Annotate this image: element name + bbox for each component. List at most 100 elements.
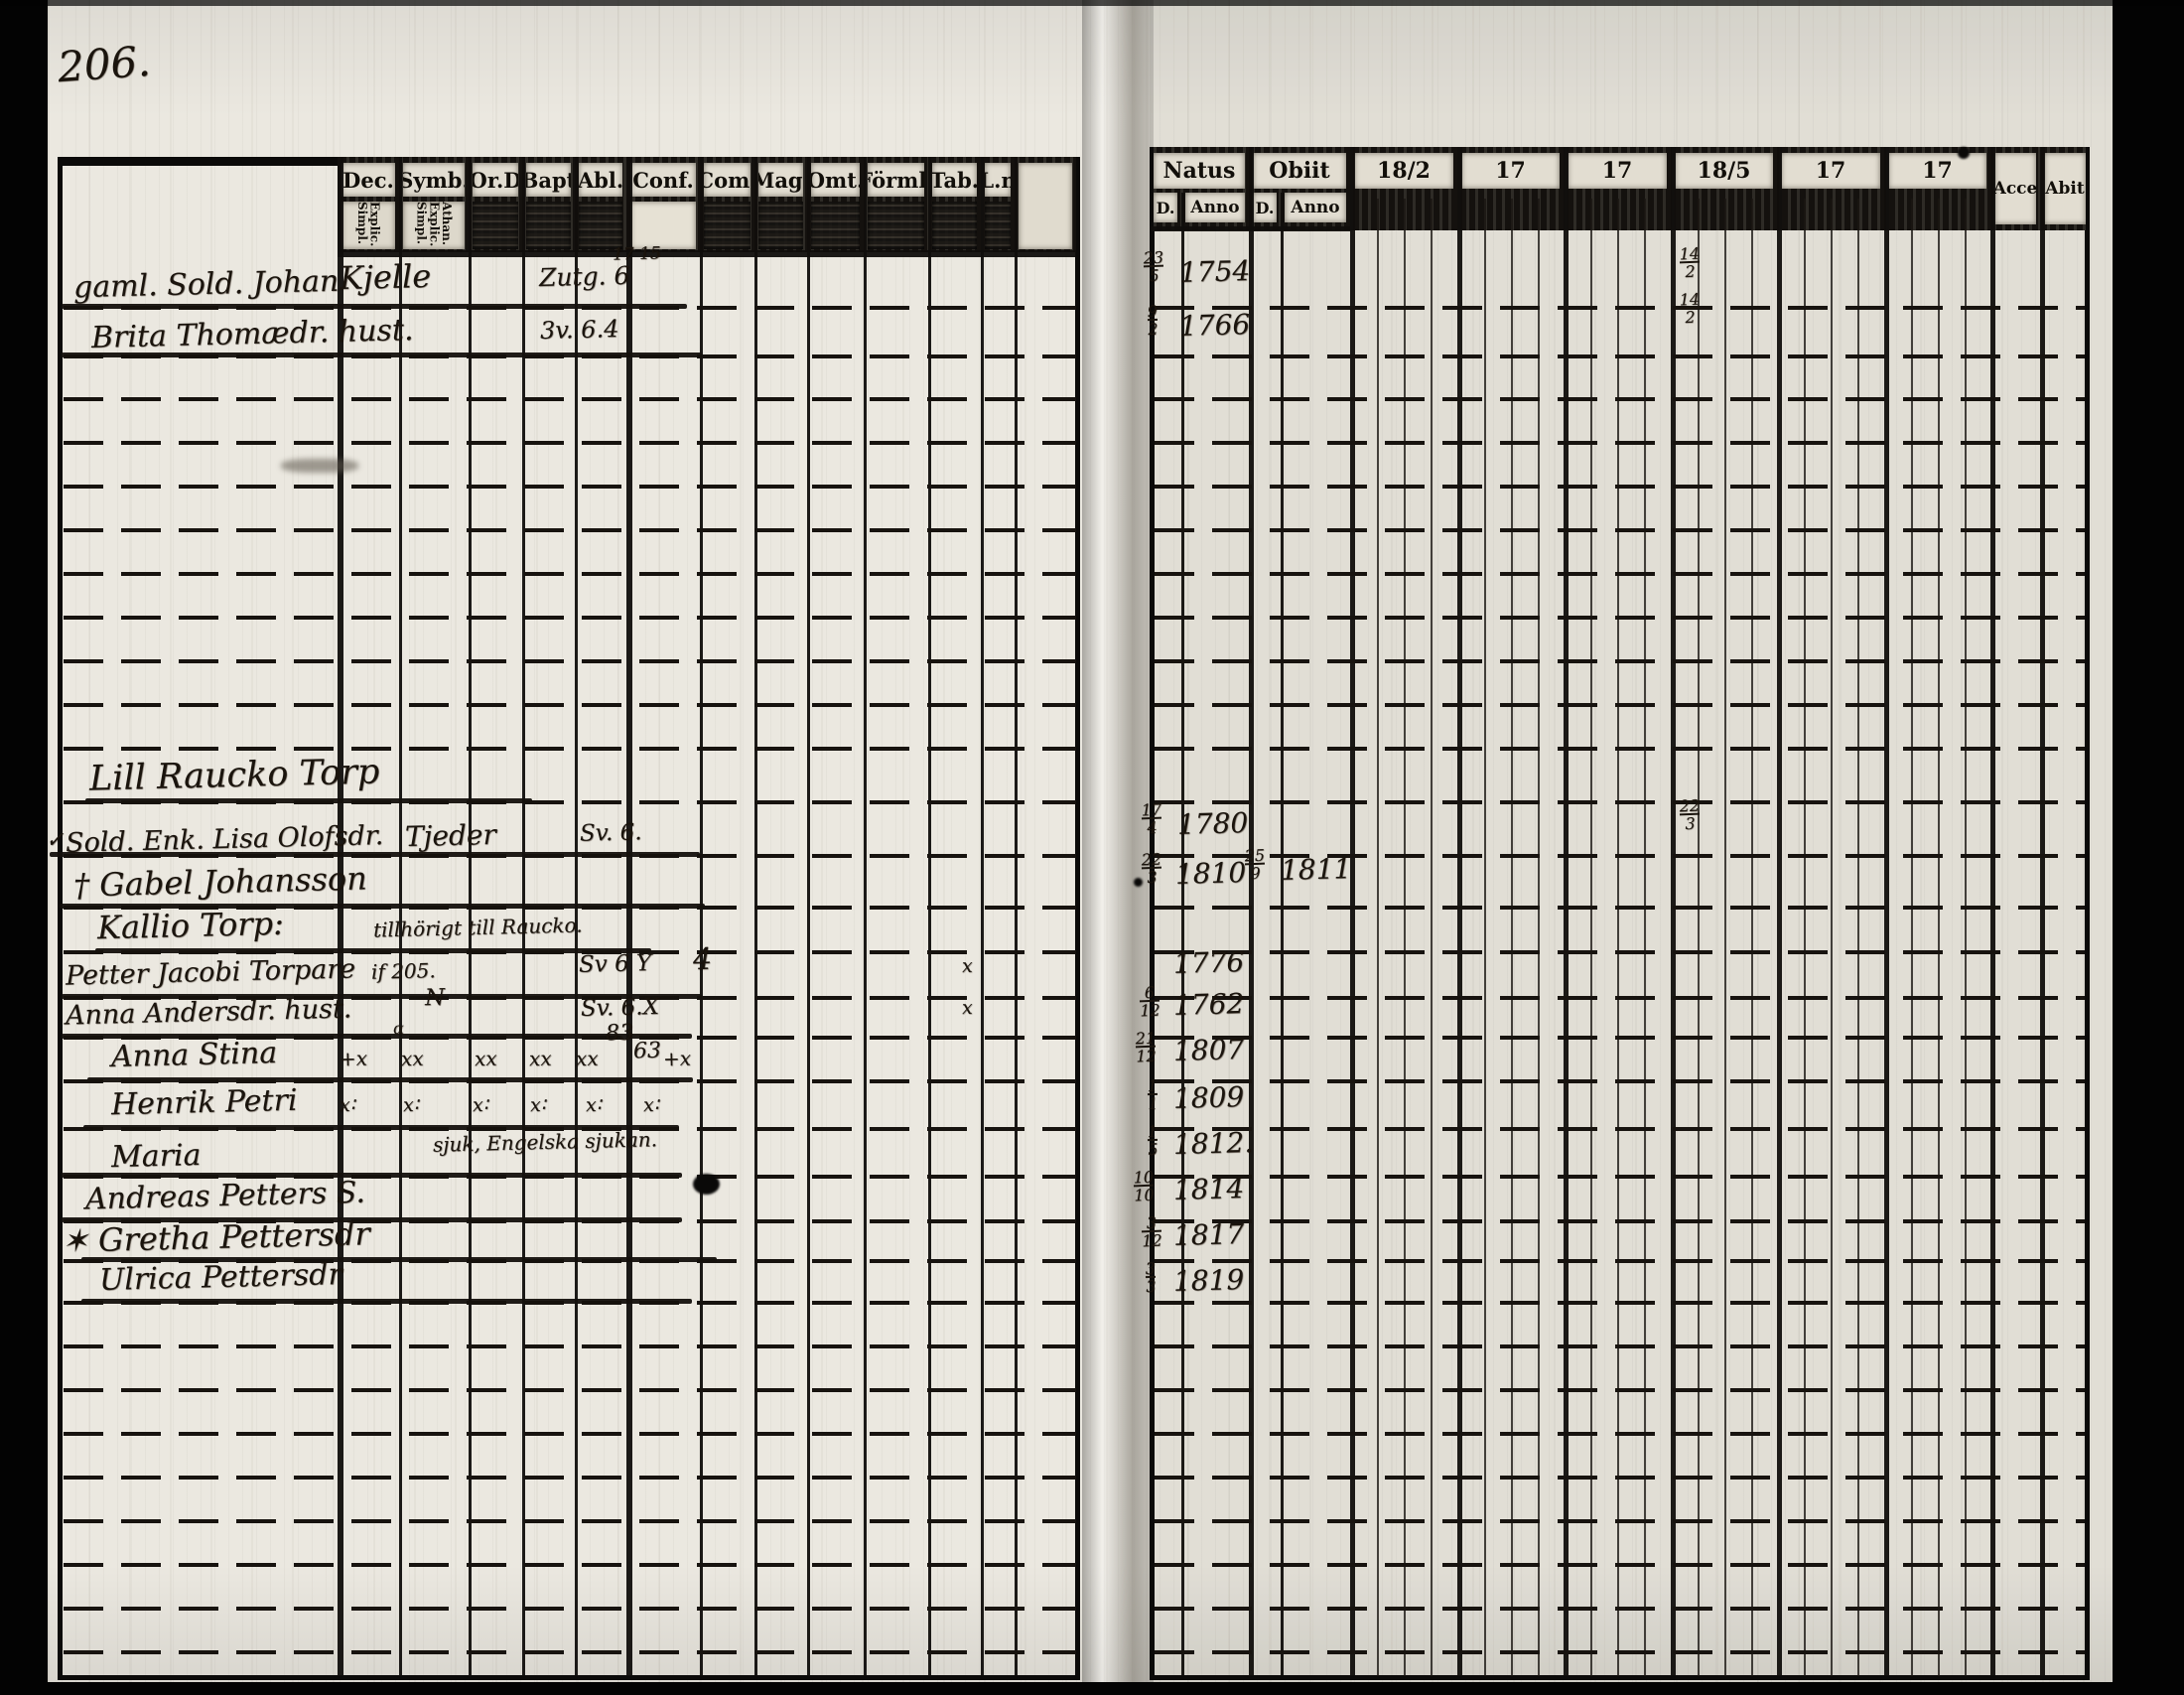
column-header-label: Dec. bbox=[342, 167, 394, 193]
grid-row-line bbox=[1155, 528, 2085, 532]
frac-numerator: 1 bbox=[1147, 1121, 1159, 1142]
grid-subvline bbox=[1590, 199, 1592, 1676]
frac-numerator: 22 bbox=[1141, 849, 1162, 870]
handwritten-entry: Ulrica Pettersdr bbox=[98, 1257, 343, 1298]
grid-row-line bbox=[64, 397, 1076, 401]
frac-denominator: 12 bbox=[1135, 1045, 1157, 1066]
grid-row-line bbox=[1155, 659, 2085, 663]
pen-underline bbox=[60, 904, 705, 909]
pen-underline bbox=[62, 1034, 692, 1039]
handwritten-entry: Sv. 6. bbox=[579, 819, 642, 847]
handwritten-entry: +x bbox=[339, 1046, 368, 1071]
handwritten-entry: Anna Stina bbox=[110, 1035, 278, 1075]
grid-row-line bbox=[1155, 1344, 2085, 1348]
handwritten-entry: x∶ bbox=[339, 1093, 355, 1117]
handwritten-entry: Petter Jacobi Torpare bbox=[65, 953, 356, 992]
column-subheader: Athan. Explic. Simpl. bbox=[403, 202, 465, 249]
column-header-label: Abit bbox=[2045, 179, 2085, 199]
grid-vline bbox=[1564, 147, 1569, 1676]
column-header-label: L.n bbox=[985, 167, 1011, 193]
column-header: Symb. bbox=[403, 163, 465, 197]
column-header: Or.D bbox=[473, 163, 518, 197]
date-entry: 14 2 bbox=[1679, 290, 1701, 327]
frac-denominator: 12 bbox=[1141, 1229, 1162, 1251]
column-header-label: Symb. bbox=[403, 167, 465, 193]
header-underline bbox=[338, 250, 1076, 257]
page-number: 206. bbox=[56, 36, 153, 92]
pen-underline bbox=[95, 948, 651, 953]
column-header-label: Mag. bbox=[758, 167, 803, 193]
column-header-label: 17 bbox=[1922, 158, 1953, 184]
grid-vline bbox=[928, 157, 931, 1676]
pen-underline bbox=[62, 1217, 682, 1222]
ink-blot bbox=[693, 1174, 720, 1195]
grid-vline bbox=[1990, 147, 1995, 1676]
paper-background bbox=[48, 0, 2113, 1682]
column-header: Tab. bbox=[932, 163, 977, 197]
grid-row-line bbox=[1155, 1036, 2085, 1040]
column-header: Abit bbox=[2044, 153, 2086, 224]
handwritten-entry: ✶ Gretha Pettersdr bbox=[61, 1214, 371, 1260]
grid-row-line bbox=[1155, 1650, 2085, 1654]
column-header: Natus bbox=[1154, 153, 1245, 189]
grid-subvline bbox=[1484, 199, 1486, 1676]
grid-row-line bbox=[64, 572, 1076, 576]
column-header-label: 18/5 bbox=[1697, 158, 1751, 184]
frac-numerator: 22 bbox=[1679, 795, 1701, 816]
film-edge-left bbox=[0, 0, 48, 1695]
column-header-label: 18/2 bbox=[1377, 158, 1431, 184]
frac-denominator: 2 bbox=[1147, 319, 1159, 340]
frac-denominator: 4 bbox=[1141, 816, 1162, 837]
column-header-year: 17 bbox=[1461, 153, 1560, 189]
handwritten-entry: x∶ bbox=[642, 1093, 659, 1117]
grid-row-line bbox=[1155, 1259, 2085, 1263]
frac-denominator: 5 bbox=[1143, 264, 1164, 285]
grid-vline bbox=[575, 157, 578, 1676]
grid-row-line bbox=[1155, 1219, 2085, 1223]
grid-row-line bbox=[64, 703, 1076, 707]
handwritten-entry: +x bbox=[662, 1046, 692, 1071]
pen-underline bbox=[50, 852, 700, 857]
grid-row-line bbox=[64, 659, 1076, 663]
frac-denominator: 12 bbox=[1139, 999, 1160, 1021]
column-header-label: Förml. bbox=[868, 167, 924, 193]
grid-vline bbox=[1181, 193, 1184, 1676]
column-subheader: Anno bbox=[1285, 193, 1346, 222]
handwritten-entry: Henrik Petri bbox=[110, 1082, 298, 1123]
grid-row-line bbox=[1155, 485, 2085, 489]
grid-row-line bbox=[1155, 1079, 2085, 1083]
date-entry: 22 3 bbox=[1679, 795, 1701, 833]
frac-denominator: 10 bbox=[1133, 1184, 1155, 1205]
handwritten-entry: Sv 6 Y bbox=[578, 950, 652, 978]
grid-row-line bbox=[64, 747, 1076, 751]
frac-numerator: 17 bbox=[1141, 799, 1162, 820]
frac-numerator: 23 bbox=[1143, 247, 1164, 268]
pen-underline bbox=[62, 353, 702, 357]
grid-vline bbox=[1671, 147, 1676, 1676]
column-header-label: 17 bbox=[1815, 158, 1846, 184]
column-subheader-smudge bbox=[932, 202, 977, 249]
date-entry: 25 9 bbox=[1244, 846, 1266, 883]
pen-underline bbox=[81, 1299, 692, 1304]
grid-vline bbox=[626, 157, 632, 1676]
handwritten-entry: gaml. Sold. Johan bbox=[72, 263, 340, 306]
handwritten-entry: xx bbox=[528, 1046, 552, 1071]
grid-subvline bbox=[1804, 199, 1806, 1676]
grid-row-line bbox=[64, 1607, 1076, 1611]
grid-row-line bbox=[1155, 854, 2085, 858]
grid-row-line bbox=[64, 1344, 1076, 1348]
handwritten-entry: 4 bbox=[692, 941, 713, 978]
column-header: Omt. bbox=[811, 163, 860, 197]
frac-denominator: 2 bbox=[1679, 260, 1701, 281]
grid-row-line bbox=[1155, 1175, 2085, 1179]
column-subheader bbox=[630, 202, 696, 249]
grid-row-line bbox=[64, 1476, 1076, 1480]
grid-vline bbox=[338, 157, 343, 1676]
column-subheader-smudge bbox=[811, 202, 860, 249]
frac-denominator: 1 bbox=[1147, 1093, 1159, 1114]
column-header-year: 18/2 bbox=[1354, 153, 1453, 189]
column-subheader: Anno bbox=[1185, 193, 1245, 222]
grid-subvline bbox=[1911, 199, 1913, 1676]
